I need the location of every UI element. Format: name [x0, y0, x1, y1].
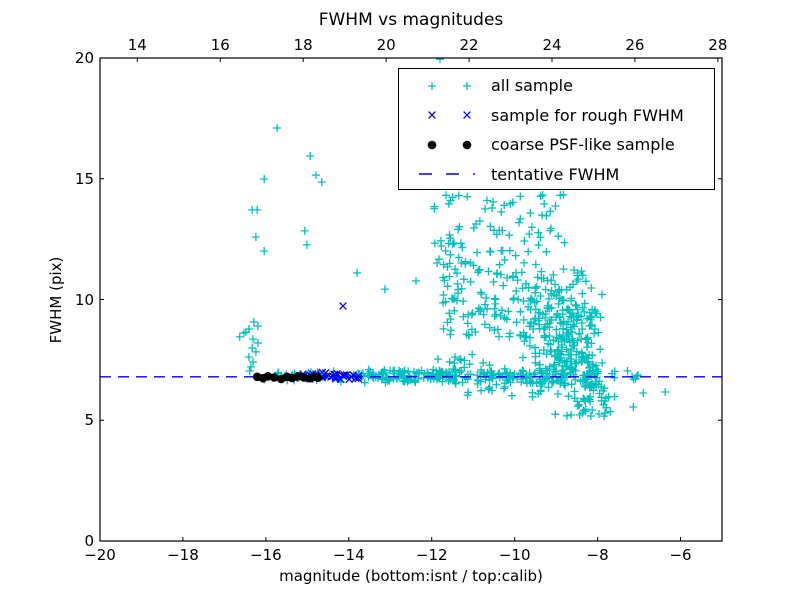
top-tick-label: 24	[542, 36, 562, 54]
legend-label-rough-fwhm: sample for rough FWHM	[491, 105, 684, 125]
dashed-line-icon	[419, 173, 475, 175]
all-sample-series	[235, 58, 670, 421]
legend-label-all-sample: all sample	[491, 76, 573, 96]
top-tick-label: 16	[210, 36, 230, 54]
plus-marker-icon	[428, 81, 471, 90]
x-tick-label: −12	[415, 546, 448, 564]
top-tick-label: 20	[376, 36, 396, 54]
y-tick-label: 0	[84, 532, 94, 550]
x-axis-label: magnitude (bottom:isnt / top:calib)	[279, 567, 543, 585]
x-tick-label: −8	[586, 546, 609, 564]
legend: all sample sample for rough FWHM coarse …	[398, 68, 715, 190]
x-tick-label: −18	[167, 546, 199, 564]
y-tick-label: 5	[84, 411, 94, 430]
legend-item-all-sample: all sample	[399, 71, 714, 101]
x-tick-label: −14	[332, 546, 365, 564]
y-tick-label: 10	[74, 290, 94, 309]
scatter-layer	[100, 58, 722, 421]
y-tick-label: 20	[74, 49, 94, 67]
top-tick-label: 28	[708, 36, 728, 54]
top-tick-label: 14	[127, 36, 147, 54]
axes-frame	[99, 57, 723, 542]
dot-marker-icon	[427, 140, 472, 150]
x-tick-label: −16	[250, 546, 282, 564]
legend-label-coarse-psf: coarse PSF-like sample	[491, 135, 675, 155]
rough-fwhm-series	[290, 302, 363, 384]
coarse-psf-series	[252, 372, 323, 384]
x-marker-icon	[428, 111, 471, 120]
top-tick-label: 18	[293, 36, 313, 54]
chart-title: FWHM vs magnitudes	[318, 10, 504, 30]
x-tick-label: −20	[84, 546, 116, 564]
legend-item-tentative-fwhm: tentative FWHM	[399, 160, 714, 190]
x-tick-label: −6	[669, 546, 692, 564]
legend-item-coarse-psf: coarse PSF-like sample	[399, 130, 714, 160]
top-tick-label: 22	[459, 36, 479, 54]
y-tick-label: 15	[74, 169, 94, 188]
legend-item-rough-fwhm: sample for rough FWHM	[399, 101, 714, 131]
top-tick-label: 26	[625, 36, 645, 54]
legend-label-tentative-fwhm: tentative FWHM	[491, 164, 620, 184]
x-tick-label: −10	[498, 546, 531, 564]
